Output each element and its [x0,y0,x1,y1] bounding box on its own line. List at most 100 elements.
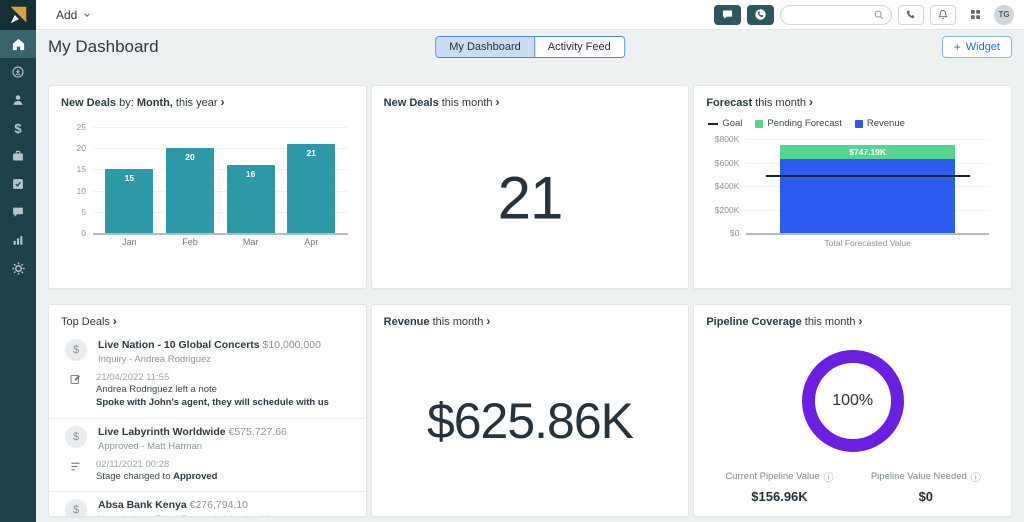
forecast-total-label: $747.19K [849,147,887,158]
info-icon[interactable]: ⓘ [823,473,834,484]
sidebar-item-conversations[interactable] [0,198,36,226]
card-title-forecast[interactable]: Forecast this month › [706,95,813,109]
chat-bubble-icon [13,207,23,217]
deal-activity: 21/04/2022 11:55 Andrea Rodriguez left a… [61,369,354,415]
chevron-right-icon: › [486,314,491,328]
gridline [93,190,348,192]
tab-activity-feed[interactable]: Activity Feed [533,37,624,57]
bar-jan[interactable]: 15 [105,169,154,233]
deal-item[interactable]: $ Absa Bank Kenya €276,794.10 Negotiatio… [61,495,354,516]
notifications-button[interactable] [930,4,956,25]
deal-amount: $10,000,000 [262,339,321,351]
topbar-actions: TG [714,4,1014,25]
bar-value-label: 21 [306,147,317,158]
conversations-quick-button[interactable] [714,4,741,25]
revenue-value: $625.86K [426,392,634,449]
y-axis-tick: 0 [81,228,86,238]
card-revenue: Revenue this month › $625.86K [370,304,690,517]
legend-label: Revenue [866,118,905,129]
bar-apr[interactable]: 21 [287,143,336,233]
legend-goal-line-marker [708,122,719,125]
search-input[interactable] [789,8,873,21]
card-pipeline-coverage: Pipeline Coverage this month › 100% Curre… [693,304,1012,517]
briefcase-icon [13,150,23,161]
current-pipeline-value: $156.96K [751,489,808,504]
sidebar-item-deals[interactable]: $ [0,114,36,142]
current-pipeline-value-stat: Current Pipeline Value ⓘ $156.96K [706,469,852,504]
x-axis-tick: Mar [242,237,259,247]
bar-column: 15 [105,127,154,233]
activity-text: Andrea Rodriguez left a note [96,384,217,396]
deal-subtitle: Approved - Matt Harman [98,440,203,452]
app-logo[interactable] [0,0,36,30]
forecast-x-label: Total Forecasted Value [824,238,911,248]
info-icon[interactable]: ⓘ [970,473,981,484]
y-axis-tick: $600K [714,157,740,168]
tab-my-dashboard[interactable]: My Dashboard [436,37,534,57]
activity-note-text: Spoke with John's agent, they will sched… [96,397,329,409]
add-widget-button[interactable]: + Widget [941,36,1012,58]
task-checkbox-icon [13,179,23,189]
deals-icon: $ [14,120,22,136]
bar-value-label: 16 [245,169,256,180]
gridline [746,233,989,235]
x-axis-tick: Jan [122,237,137,247]
card-new-deals-by-month: New Deals by: Month, this year › 15 20 16 21… [48,85,367,289]
phone-circle-icon [755,9,766,20]
sidebar-item-home[interactable] [0,30,36,58]
pipeline-coverage-percent: 100% [832,392,874,409]
activity-text: Stage changed to Approved [96,470,218,482]
forecast-legend: Goal Pending Forecast Revenue [708,118,999,129]
sidebar-item-campaigns[interactable] [0,142,36,170]
phone-button[interactable] [898,4,924,25]
automations-icon [12,66,24,78]
legend-item: Goal [708,118,742,129]
card-title-top-deals[interactable]: Top Deals › [61,314,117,328]
bar-chart-plot: 15 20 16 21 25 20 15 10 5 0 [77,122,348,238]
deal-activity: 02/11/2021 00:28 Stage changed to Approv… [61,456,354,488]
card-title-new-deals-this-month[interactable]: New Deals this month › [383,95,500,109]
stage-change-icon [69,459,83,478]
card-forecast: Forecast this month › Goal Pending Forecas… [693,85,1012,289]
new-deals-bar-chart: 15 20 16 21 25 20 15 10 5 0 Jan Feb Mar Apr [77,122,348,247]
sidebar-nav: $ [0,30,36,282]
card-title-new-deals-by-month[interactable]: New Deals by: Month, this year › [61,95,225,109]
y-axis-tick: 10 [76,185,86,196]
activity-timestamp: 21/04/2022 11:55 [96,372,170,384]
x-axis-tick: Feb [182,237,198,247]
forecast-stacked-bar[interactable]: $747.19K [780,139,955,233]
gridline [93,211,348,213]
bar-chart-icon [13,236,23,245]
sidebar-item-automations[interactable] [0,58,36,86]
revenue-segment [780,159,955,233]
sidebar-item-tasks[interactable] [0,170,36,198]
apps-grid-button[interactable] [962,4,988,25]
dashboard-tabs: My Dashboard Activity Feed [435,36,625,58]
bar-feb[interactable]: 20 [165,148,214,233]
forecast-plot: $747.19K $800K $600K $400K $200K $0 [715,134,989,238]
y-axis-tick: 15 [76,164,86,175]
y-axis-tick: 20 [76,143,86,154]
card-title-revenue[interactable]: Revenue this month › [383,314,491,328]
topbar: Add TG [36,0,1024,30]
activity-timestamp: 02/11/2021 00:28 [96,458,170,470]
sidebar-item-settings[interactable] [0,254,36,282]
deal-item[interactable]: $ Live Labyrinth Worldwide €575,727.66 A… [61,422,354,456]
forecast-chart: $747.19K $800K $600K $400K $200K $0 Total Fo… [715,134,989,248]
sidebar-item-reports[interactable] [0,226,36,254]
call-quick-button[interactable] [747,4,774,25]
gridline [93,148,348,150]
sidebar: $ [0,0,36,522]
divider [49,491,366,493]
phone-icon [906,10,915,18]
legend-square-marker [854,119,863,128]
sidebar-item-contacts[interactable] [0,86,36,114]
card-top-deals: Top Deals › $ Live Nation - 10 Global Con… [48,304,367,517]
card-title-pipeline-coverage[interactable]: Pipeline Coverage this month › [706,314,863,328]
deal-item[interactable]: $ Live Nation - 10 Global Concerts $10,0… [61,335,354,369]
global-search [780,4,892,25]
user-avatar[interactable]: TG [994,4,1014,25]
bar-mar[interactable]: 16 [226,165,275,233]
add-menu-button[interactable]: Add [56,8,92,22]
